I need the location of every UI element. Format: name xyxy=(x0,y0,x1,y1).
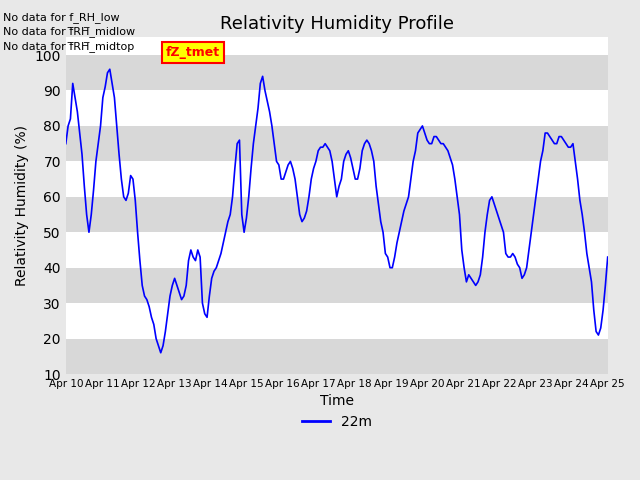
Bar xyxy=(66,338,608,374)
Y-axis label: Relativity Humidity (%): Relativity Humidity (%) xyxy=(15,125,29,286)
Bar xyxy=(66,268,608,303)
Legend: 22m: 22m xyxy=(296,409,377,434)
Text: fZ_tmet: fZ_tmet xyxy=(166,46,220,59)
Bar xyxy=(66,197,608,232)
Title: Relativity Humidity Profile: Relativity Humidity Profile xyxy=(220,15,454,33)
Text: No data for f̅RH̅_midlow: No data for f̅RH̅_midlow xyxy=(3,26,135,37)
X-axis label: Time: Time xyxy=(320,395,354,408)
Bar xyxy=(66,126,608,161)
Text: No data for f̅RH̅_midtop: No data for f̅RH̅_midtop xyxy=(3,41,134,52)
Bar xyxy=(66,55,608,91)
Text: No data for f_RH_low: No data for f_RH_low xyxy=(3,12,120,23)
